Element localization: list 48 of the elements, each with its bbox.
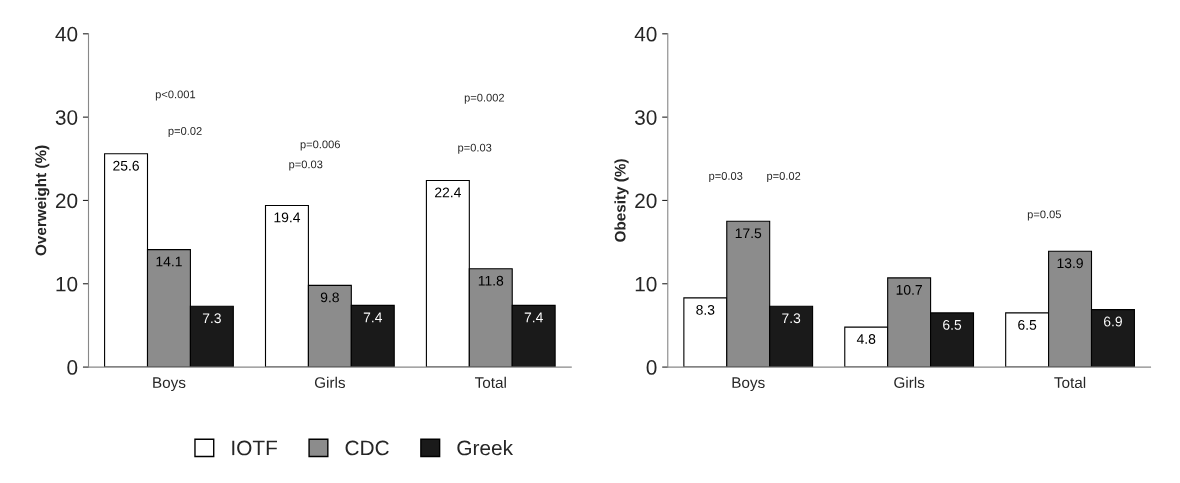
annotation: p=0.02 (767, 172, 801, 183)
data-label: 7.3 (782, 313, 801, 324)
x-tick-label: Boys (732, 377, 765, 392)
data-label: 7.3 (202, 313, 221, 324)
data-label: 14.1 (156, 256, 182, 267)
data-label: 11.8 (478, 275, 504, 286)
data-label: 7.4 (524, 312, 543, 323)
y-tick-label: 30 (55, 110, 78, 125)
x-tick-label: Girls (894, 376, 925, 389)
y-tick-label: 20 (635, 193, 657, 209)
data-label: 25.6 (113, 160, 139, 171)
data-label: 7.4 (363, 312, 383, 323)
data-label: 6.5 (943, 319, 962, 330)
x-tick-label: Total (474, 376, 506, 389)
data-label: 19.4 (274, 212, 301, 223)
y-tick-label: 0 (646, 360, 657, 375)
annotation: p=0.02 (168, 127, 202, 138)
annotation: p=0.05 (1027, 210, 1061, 221)
data-label: 8.3 (696, 304, 715, 315)
annotation: p=0.03 (709, 172, 743, 183)
data-label: 4.8 (856, 334, 876, 344)
data-label: 17.5 (735, 228, 762, 239)
data-label: 9.8 (320, 292, 339, 303)
y-tick-label: 10 (56, 276, 78, 292)
y-tick-label: 10 (635, 276, 657, 292)
y-tick-label: 30 (634, 110, 657, 125)
annotation: p=0.002 (464, 93, 505, 104)
y-tick-label: 20 (55, 193, 78, 209)
data-label: 6.5 (1018, 319, 1037, 330)
data-label: 6.9 (1104, 316, 1122, 327)
x-tick-label: Total (1054, 376, 1086, 389)
annotation: p<0.001 (155, 90, 196, 101)
x-tick-label: Boys (153, 377, 186, 392)
data-label: 10.7 (896, 284, 922, 295)
y-tick-label: 0 (67, 360, 78, 375)
data-label: 22.4 (435, 187, 461, 198)
legend-label: IOTF (232, 440, 277, 456)
annotation: p=0.006 (300, 140, 340, 151)
annotation: p=0.03 (458, 143, 492, 154)
y-axis-title: Obesity (%) (614, 159, 629, 242)
legend-label: Greek (457, 440, 514, 456)
annotation: p=0.03 (289, 160, 323, 171)
legend-label: CDC (345, 440, 389, 456)
y-tick-label: 40 (634, 26, 657, 42)
y-tick-label: 40 (55, 26, 78, 42)
y-axis-title: Overweight (%) (35, 145, 50, 256)
x-tick-label: Girls (314, 376, 346, 389)
data-label: 13.9 (1057, 258, 1083, 269)
